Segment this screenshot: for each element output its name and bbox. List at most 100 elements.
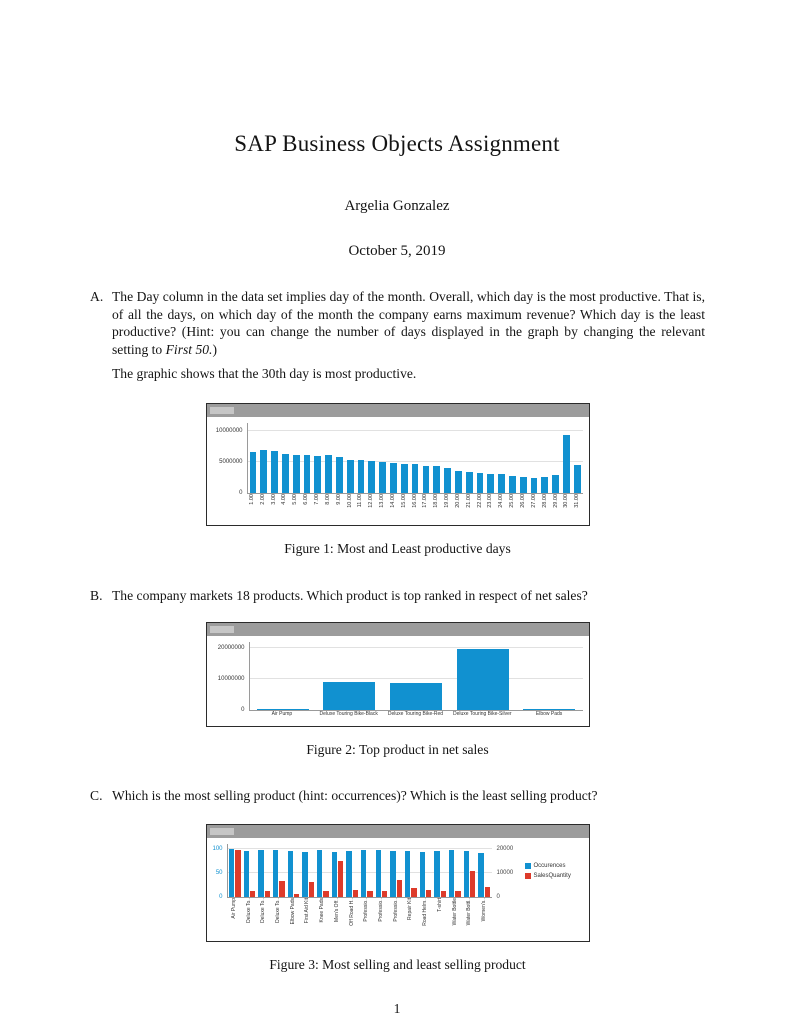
y-tick-label: 10000 (496, 870, 514, 877)
chart-bar (382, 890, 388, 898)
chart-bar (484, 886, 491, 898)
bar-slot (360, 844, 375, 898)
x-tick: First Aid Kit (300, 898, 315, 938)
x-tick-label: 5.00 (292, 493, 299, 505)
x-tick: Repair Kit (403, 898, 418, 938)
chart-bar (444, 467, 451, 493)
bar-slot (345, 844, 360, 898)
question-a-label: A. (90, 289, 104, 304)
bar-slot (462, 844, 477, 898)
bar-slot (316, 642, 383, 710)
x-tick: Deluxe To.. (241, 898, 256, 938)
chart-bar (292, 455, 300, 493)
legend-swatch (524, 862, 531, 869)
chart-bar (346, 850, 352, 898)
x-tick-label: 26.00 (520, 493, 527, 508)
bar-slot (475, 423, 486, 493)
x-tick: Professio.. (374, 898, 389, 938)
figure-titlebar-badge (209, 406, 234, 414)
x-tick-label: 24.00 (498, 493, 505, 508)
x-tick-label: Women's.. (481, 898, 488, 922)
chart-bar (433, 466, 441, 493)
chart-bar (357, 460, 365, 493)
x-tick: 4.00 (279, 494, 290, 522)
bar-slot (312, 423, 323, 493)
bar-slot (418, 844, 433, 898)
question-b-body: The company markets 18 products. Which p… (112, 587, 705, 605)
chart-bar (260, 450, 268, 493)
chart-bar (440, 891, 447, 898)
bar-slot (507, 423, 518, 493)
x-tick: 16.00 (409, 494, 420, 522)
x-tick-label: 6.00 (303, 493, 310, 505)
figure-1: 0 5000000 10000000 1.00 2.00 3.00 4.00 5.00 6.00… (205, 402, 590, 557)
question-a-text-close: ) (212, 341, 217, 357)
x-tick-label: 31.00 (574, 493, 581, 508)
chart-bar (456, 649, 509, 710)
chart-bar (249, 452, 257, 493)
bar-slot (258, 423, 269, 493)
bar-slot (242, 844, 257, 898)
x-tick-label: Professio.. (392, 898, 399, 922)
chart-bar (317, 849, 323, 898)
chart-bar (541, 476, 549, 493)
bar-slot (302, 423, 313, 493)
x-tick: Men's Off.. (330, 898, 345, 938)
chart-bar (352, 889, 358, 898)
figure-1-titlebar (206, 403, 589, 417)
chart-bar (361, 850, 367, 898)
bar-slot (448, 844, 463, 898)
x-tick-label: 25.00 (509, 493, 516, 508)
x-tick-label: Deluxe To.. (275, 898, 282, 924)
question-a: A. The Day column in the data set implie… (90, 288, 705, 383)
bar-slot (529, 423, 540, 493)
y-tick-label: 100 (212, 846, 223, 853)
bar-slot (572, 423, 583, 493)
question-c-text: Which is the most selling product (hint:… (112, 787, 598, 803)
chart-bar (250, 891, 256, 898)
x-tick-label: 23.00 (487, 493, 494, 508)
chart-bar (323, 891, 329, 898)
chart-bar (235, 850, 241, 898)
chart-bar (396, 880, 402, 898)
plot-column: Air Pump Deluxe To.. Deluxe To.. Deluxe To.… (226, 844, 492, 938)
bar-slot (248, 423, 259, 493)
document-date: October 5, 2019 (348, 243, 446, 259)
question-a-answer: The graphic shows that the 30th day is m… (112, 366, 417, 382)
x-tick: Deluxe Touring Bike-Red (382, 711, 449, 723)
figure-3-chart: 0 50 100 Air Pump Deluxe To.. Deluxe To.. Delu… (207, 838, 589, 941)
bar-slot (464, 423, 475, 493)
chart-bar (390, 682, 442, 710)
bar-slot (374, 844, 389, 898)
x-tick: Deluxe To.. (256, 898, 271, 938)
chart-bar (449, 849, 455, 898)
plot-area (226, 844, 492, 899)
x-tick-label: 16.00 (411, 493, 418, 508)
x-tick-label: Road Helm.. (422, 898, 429, 926)
x-tick: 3.00 (268, 494, 279, 522)
figure-1-chart: 0 5000000 10000000 1.00 2.00 3.00 4.00 5.00 6.00… (207, 417, 589, 525)
x-tick: 22.00 (474, 494, 485, 522)
chart-bar (519, 477, 527, 493)
x-tick: Women's.. (477, 898, 492, 938)
bar-slot (316, 844, 331, 898)
chart-bar (258, 850, 264, 898)
chart-bar (426, 889, 432, 898)
chart-bar (336, 456, 343, 493)
chart-bar (390, 462, 397, 493)
document-body: A. The Day column in the data set implie… (90, 288, 705, 973)
x-tick-label: Repair Kit (407, 898, 414, 921)
x-tick: 12.00 (366, 494, 377, 522)
x-axis-labels: 1.00 2.00 3.00 4.00 5.00 6.00 7.00 8.00 9.00 10.0… (247, 494, 583, 522)
bar-slot (388, 423, 399, 493)
x-tick: Professio.. (388, 898, 403, 938)
x-tick: Knee Pads (315, 898, 330, 938)
bar-slot (404, 844, 419, 898)
x-tick: 14.00 (387, 494, 398, 522)
plot-column: Air Pump Deluxe Touring Bike-Black Deluxe … (248, 641, 583, 723)
chart-bar (302, 851, 308, 898)
bar-slot (280, 423, 291, 493)
x-tick: 1.00 (247, 494, 258, 522)
x-tick-label: Air Pump (230, 898, 237, 919)
chart-bar (523, 708, 576, 710)
